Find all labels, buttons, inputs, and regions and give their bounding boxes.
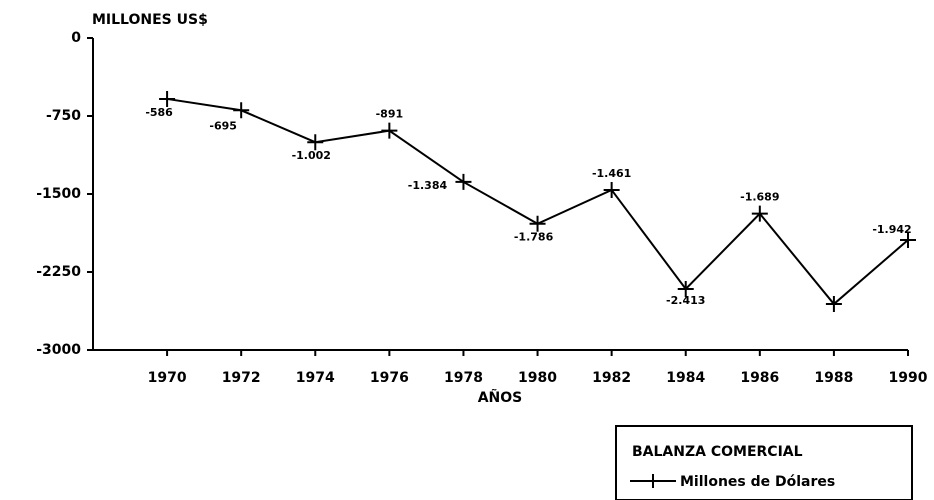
x-tick-label: 1990 [889,370,928,386]
x-tick-label: 1988 [814,370,853,386]
data-label: -1.689 [740,191,779,204]
x-tick-label: 1976 [370,370,409,386]
data-label: -1.002 [292,149,331,162]
point-marker [677,280,694,297]
data-label: -891 [376,108,404,121]
y-axis-label: MILLONES US$ [92,12,208,28]
y-tick-label: -2250 [36,264,81,280]
data-label: -2.413 [666,294,705,307]
y-tick-label: -750 [46,108,81,124]
x-tick-label: 1982 [592,370,631,386]
y-tick-label: 0 [71,30,81,46]
legend-title: BALANZA COMERCIAL [632,444,803,460]
point-marker [455,173,472,190]
point-marker [529,215,546,232]
legend-box [615,425,913,500]
series-line [166,97,909,306]
data-label: -695 [209,119,237,132]
point-marker [900,231,916,248]
point-marker [381,122,398,139]
point-marker [825,296,842,313]
x-tick-label: 1984 [666,370,705,386]
data-label: -1.942 [872,223,911,236]
x-tick-label: 1980 [518,370,557,386]
point-marker [159,90,176,107]
y-tick-label: -3000 [36,342,81,358]
x-tick-label: 1970 [148,370,187,386]
y-tick-label: -1500 [36,186,81,202]
data-label: -1.384 [408,179,448,192]
legend-label: Millones de Dólares [680,474,835,490]
x-tick-label: 1974 [296,370,335,386]
data-label: -586 [145,106,173,119]
x-tick-label: 1978 [444,370,483,386]
x-axis-label: AÑOS [478,389,523,406]
point-marker [307,134,324,151]
x-tick-label: 1972 [222,370,261,386]
point-marker [603,181,620,198]
point-marker [233,102,250,119]
data-label: -1.786 [514,231,554,244]
point-marker [751,205,768,222]
x-tick-label: 1986 [740,370,779,386]
data-label: -1.461 [592,167,631,180]
